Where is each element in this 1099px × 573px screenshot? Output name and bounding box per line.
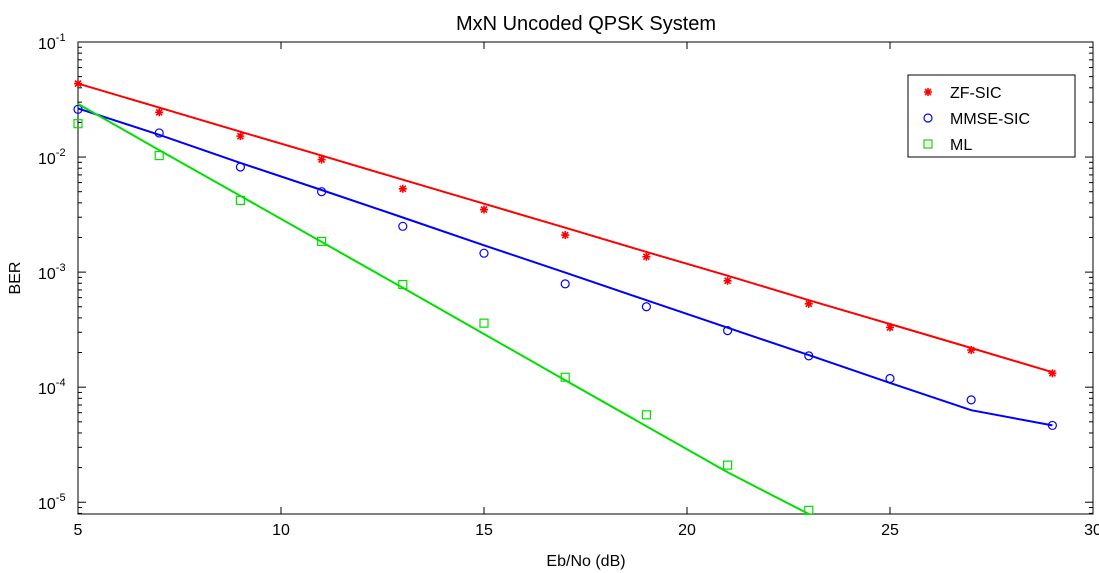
x-tick-label: 30 bbox=[1084, 522, 1099, 539]
data-point-zf-sic bbox=[642, 252, 651, 261]
data-point-ml bbox=[235, 195, 245, 206]
y-tick-label: 10-4 bbox=[38, 377, 66, 398]
legend-label-ml: ML bbox=[950, 137, 972, 154]
series-line-ml bbox=[77, 103, 810, 515]
chart-title: MxN Uncoded QPSK System bbox=[456, 13, 716, 35]
data-point-ml bbox=[641, 410, 652, 420]
data-point-ml bbox=[560, 372, 570, 382]
data-point-zf-sic bbox=[1048, 369, 1057, 378]
x-tick-label: 20 bbox=[678, 522, 696, 539]
y-axis-label: BER bbox=[7, 262, 24, 295]
data-point-zf-sic bbox=[398, 184, 407, 193]
data-point-ml bbox=[479, 318, 489, 328]
data-point-ml bbox=[73, 119, 83, 129]
data-point-mmse-sic bbox=[479, 248, 489, 258]
data-point-zf-sic bbox=[967, 346, 976, 355]
x-tick-label: 10 bbox=[272, 522, 290, 539]
legend-marker-ml bbox=[923, 139, 933, 149]
data-point-zf-sic bbox=[480, 205, 488, 214]
data-point-mmse-sic bbox=[885, 373, 895, 384]
data-point-mmse-sic bbox=[154, 128, 164, 138]
data-point-mmse-sic bbox=[966, 395, 976, 405]
data-point-ml bbox=[398, 279, 408, 290]
x-axis: 5 10 15 20 25 30 bbox=[74, 42, 1099, 539]
y-tick-label: 10-5 bbox=[38, 492, 66, 513]
y-axis: 10-1 10-2 10-3 10-4 10-5 bbox=[38, 32, 1093, 514]
data-point-mmse-sic bbox=[560, 279, 570, 289]
data-point-zf-sic bbox=[236, 132, 245, 141]
series-mmse-sic bbox=[73, 104, 1058, 431]
x-tick-label: 25 bbox=[881, 522, 899, 539]
x-tick-label: 15 bbox=[475, 522, 493, 539]
data-point-zf-sic bbox=[886, 323, 894, 332]
data-point-ml bbox=[722, 460, 733, 470]
legend-label-mmse-sic: MMSE-SIC bbox=[950, 111, 1030, 128]
data-point-mmse-sic bbox=[73, 104, 83, 114]
x-tick-label: 5 bbox=[74, 522, 83, 539]
data-point-zf-sic bbox=[723, 276, 732, 285]
y-tick-label: 10-3 bbox=[38, 262, 66, 283]
y-tick-label: 10-1 bbox=[38, 32, 66, 53]
data-point-ml bbox=[154, 150, 164, 161]
series-ml bbox=[73, 103, 814, 515]
legend-box bbox=[907, 74, 1076, 158]
x-axis-label: Eb/No (dB) bbox=[546, 553, 625, 570]
data-point-ml bbox=[804, 505, 814, 515]
legend-marker-zf-sic bbox=[924, 88, 932, 96]
y-tick-label: 10-2 bbox=[38, 147, 66, 168]
data-point-zf-sic bbox=[561, 231, 570, 240]
data-point-mmse-sic bbox=[641, 302, 652, 312]
data-point-mmse-sic bbox=[1047, 420, 1058, 431]
data-point-ml bbox=[317, 236, 327, 246]
series-zf-sic bbox=[74, 79, 1057, 378]
data-point-mmse-sic bbox=[804, 351, 814, 361]
data-point-mmse-sic bbox=[722, 326, 733, 336]
legend-marker-mmse-sic bbox=[923, 113, 933, 123]
data-point-mmse-sic bbox=[317, 187, 327, 197]
data-point-zf-sic bbox=[317, 155, 326, 164]
data-point-zf-sic bbox=[804, 299, 813, 308]
data-point-zf-sic bbox=[74, 79, 82, 88]
data-point-mmse-sic bbox=[235, 162, 245, 172]
data-point-zf-sic bbox=[155, 108, 164, 117]
data-point-mmse-sic bbox=[398, 221, 408, 231]
series-layer bbox=[73, 79, 1058, 515]
legend-label-zf-sic: ZF-SIC bbox=[950, 85, 1002, 102]
legend: ZF-SIC MMSE-SIC ML bbox=[907, 74, 1076, 158]
